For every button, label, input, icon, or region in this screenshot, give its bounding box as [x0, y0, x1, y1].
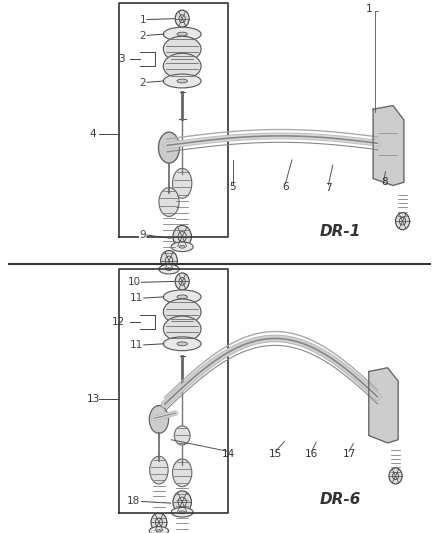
Text: 8: 8: [380, 177, 387, 187]
Ellipse shape: [163, 74, 201, 88]
Text: 11: 11: [129, 294, 142, 303]
Circle shape: [173, 491, 191, 513]
Circle shape: [173, 225, 191, 248]
Ellipse shape: [149, 456, 168, 484]
Text: 2: 2: [139, 31, 146, 41]
Ellipse shape: [174, 426, 190, 445]
Text: DR-6: DR-6: [319, 492, 360, 507]
Circle shape: [388, 468, 401, 484]
Polygon shape: [372, 106, 403, 185]
Ellipse shape: [163, 27, 201, 41]
Ellipse shape: [171, 507, 193, 517]
Ellipse shape: [177, 79, 187, 83]
Ellipse shape: [179, 511, 185, 513]
Text: 17: 17: [342, 449, 355, 459]
Ellipse shape: [177, 295, 187, 299]
Ellipse shape: [156, 530, 161, 532]
Ellipse shape: [172, 459, 191, 487]
Circle shape: [151, 513, 166, 532]
Text: 10: 10: [127, 278, 140, 287]
Circle shape: [175, 273, 189, 290]
Text: 4: 4: [89, 130, 96, 139]
Ellipse shape: [177, 342, 187, 346]
Text: 11: 11: [129, 341, 142, 350]
Text: 14: 14: [221, 449, 234, 459]
Text: 7: 7: [324, 183, 331, 192]
Text: 3: 3: [118, 54, 125, 64]
Text: 1: 1: [364, 4, 371, 13]
Ellipse shape: [159, 264, 179, 274]
Text: 2: 2: [139, 78, 146, 87]
Ellipse shape: [171, 242, 193, 252]
Ellipse shape: [163, 36, 201, 62]
Ellipse shape: [179, 246, 185, 248]
Text: 15: 15: [268, 449, 282, 459]
Circle shape: [175, 10, 189, 27]
Polygon shape: [368, 368, 397, 443]
Circle shape: [395, 213, 409, 230]
Ellipse shape: [158, 132, 179, 163]
Text: 9: 9: [139, 230, 146, 239]
Ellipse shape: [159, 188, 179, 216]
Ellipse shape: [172, 168, 191, 198]
Ellipse shape: [163, 316, 201, 342]
Ellipse shape: [177, 32, 187, 36]
Text: 12: 12: [112, 317, 125, 327]
Text: 18: 18: [127, 496, 140, 506]
Ellipse shape: [163, 337, 201, 351]
Text: DR-1: DR-1: [319, 224, 360, 239]
Ellipse shape: [149, 406, 168, 433]
Ellipse shape: [163, 290, 201, 304]
Ellipse shape: [163, 53, 201, 79]
Text: 13: 13: [86, 394, 99, 403]
Circle shape: [160, 251, 177, 271]
Ellipse shape: [166, 268, 171, 270]
Ellipse shape: [149, 527, 168, 533]
Text: 16: 16: [304, 449, 318, 459]
Text: 1: 1: [139, 15, 146, 25]
Text: 5: 5: [229, 182, 236, 191]
Text: 6: 6: [281, 182, 288, 191]
Ellipse shape: [163, 299, 201, 325]
